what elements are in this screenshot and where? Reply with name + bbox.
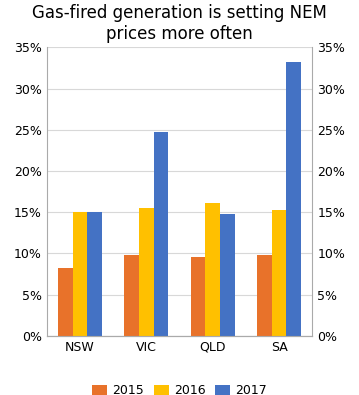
Bar	[286, 62, 301, 336]
Bar	[191, 257, 205, 336]
Bar	[58, 268, 73, 336]
Bar	[87, 212, 102, 336]
Bar	[220, 214, 235, 336]
Bar	[205, 203, 220, 336]
Bar	[73, 212, 87, 336]
Bar	[257, 255, 272, 336]
Bar	[272, 210, 286, 336]
Bar	[139, 208, 154, 336]
Bar	[154, 132, 168, 336]
Legend: 2015, 2016, 2017: 2015, 2016, 2017	[87, 380, 272, 395]
Bar	[124, 255, 139, 336]
Title: Gas-fired generation is setting NEM
prices more often: Gas-fired generation is setting NEM pric…	[32, 4, 327, 43]
